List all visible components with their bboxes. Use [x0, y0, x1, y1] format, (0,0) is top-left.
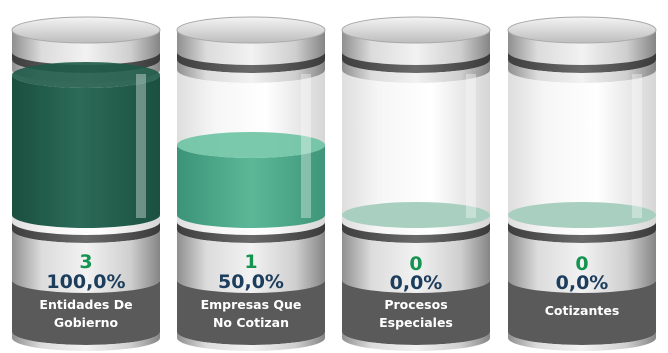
cylinder-fill-surface-cotizantes: [508, 202, 656, 228]
cylinder-glass-procesos-especiales: [342, 70, 490, 235]
cylinder-base-empresas-que-no-cotizan: [177, 230, 325, 293]
cylinder-cap-entidades-de-gobierno: [12, 30, 160, 65]
count-label: 3: [79, 251, 93, 273]
cylinder-text-procesos-especiales: 0 0,0% Procesos Especiales: [342, 0, 490, 353]
cylinder-fill-surface-empresas-que-no-cotizan: [177, 132, 325, 158]
cylinder-label-band-cotizantes: [508, 280, 656, 345]
cylinder-foot-procesos-especiales: [342, 332, 490, 351]
cylinder-text-cotizantes: 0 0,0% Cotizantes: [508, 0, 656, 353]
cylinder-top-cotizantes: [507, 16, 657, 44]
cylinder-cap-rim-empresas-que-no-cotizan: [177, 60, 325, 83]
percent-label: 100,0%: [46, 271, 126, 293]
cylinder-highlight-procesos-especiales: [466, 74, 476, 218]
cylinder-cap-rim-procesos-especiales: [342, 60, 490, 83]
count-label: 0: [409, 253, 423, 275]
cylinder-cap-empresas-que-no-cotizan: [177, 30, 325, 65]
cylinder-base-cotizantes: [508, 230, 656, 293]
cylinder-foot-entidades-de-gobierno: [12, 332, 160, 351]
cylinder-highlight-empresas-que-no-cotizan: [301, 74, 311, 218]
cylinder-base-band-procesos-especiales: [342, 222, 490, 243]
count-label: 0: [575, 253, 589, 275]
percent-label: 0,0%: [389, 272, 443, 294]
cylinder-cap-band-empresas-que-no-cotizan: [177, 52, 325, 73]
category-label: Cotizantes: [544, 303, 620, 318]
cylinder-label-band-entidades-de-gobierno: [12, 280, 160, 345]
cylinder-fill-surface-procesos-especiales: [342, 202, 490, 228]
category-label: Empresas Que No Cotizan: [200, 297, 302, 330]
percent-label: 0,0%: [555, 272, 609, 294]
cylinder-base-band-entidades-de-gobierno: [12, 222, 160, 243]
category-label: Entidades De Gobierno: [39, 297, 133, 330]
cylinder-cap-band-procesos-especiales: [342, 52, 490, 73]
cylinder-highlight-cotizantes: [632, 74, 642, 218]
cylinder-top-empresas-que-no-cotizan: [176, 16, 326, 44]
cylinder-glass-cotizantes: [508, 70, 656, 235]
cylinder-base-procesos-especiales: [342, 230, 490, 293]
cylinder-highlight-entidades-de-gobierno: [136, 74, 146, 218]
cylinder-text-entidades-de-gobierno: 3 100,0% Entidades De Gobierno: [12, 0, 160, 353]
cylinder-label-band-procesos-especiales: [342, 280, 490, 345]
category-label: Procesos Especiales: [379, 297, 453, 330]
count-label: 1: [244, 251, 258, 273]
cylinder-foot-empresas-que-no-cotizan: [177, 332, 325, 351]
cylinder-cap-rim-cotizantes: [508, 60, 656, 83]
cylinder-cap-band-cotizantes: [508, 52, 656, 73]
cylinder-top-entidades-de-gobierno: [11, 16, 161, 44]
cylinder-base-band-cotizantes: [508, 222, 656, 243]
cylinder-base-entidades-de-gobierno: [12, 230, 160, 293]
cylinder-text-empresas-que-no-cotizan: 1 50,0% Empresas Que No Cotizan: [177, 0, 325, 353]
cylinder-cap-procesos-especiales: [342, 30, 490, 65]
cylinder-top-procesos-especiales: [341, 16, 491, 44]
cylinder-fill-empresas-que-no-cotizan: [177, 145, 325, 228]
cylinder-base-band-empresas-que-no-cotizan: [177, 222, 325, 243]
cylinder-cap-cotizantes: [508, 30, 656, 65]
cylinder-fill-surface-entidades-de-gobierno: [12, 62, 160, 88]
cylinder-foot-cotizantes: [508, 332, 656, 351]
percent-label: 50,0%: [218, 271, 284, 293]
cylinder-fill-entidades-de-gobierno: [12, 75, 160, 228]
cylinder-label-band-empresas-que-no-cotizan: [177, 280, 325, 345]
